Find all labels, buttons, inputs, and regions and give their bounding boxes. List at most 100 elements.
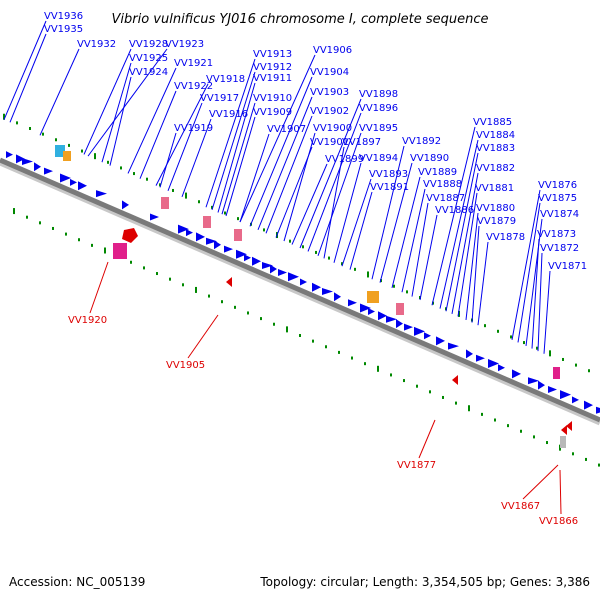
gene-label-reverse: VV1905 <box>166 360 205 371</box>
gene-label-forward: VV1912 <box>253 62 292 73</box>
forward-gene-arrow <box>252 256 261 266</box>
tick-mark <box>442 395 444 399</box>
callout-line <box>457 192 478 317</box>
gene-label-forward: VV1889 <box>418 167 457 178</box>
forward-gene-arrow <box>596 406 600 414</box>
sequence-feature <box>234 229 242 241</box>
forward-gene-arrow <box>96 190 107 198</box>
tick-mark <box>182 283 184 287</box>
callout-line <box>445 152 479 312</box>
tick-mark <box>377 365 379 372</box>
forward-gene-arrow <box>424 332 431 340</box>
callout-line <box>317 132 362 256</box>
callout-line <box>543 270 551 354</box>
tick-mark <box>510 335 512 339</box>
gene-label-forward: VV1879 <box>477 216 516 227</box>
callout-line <box>379 162 413 283</box>
tick-mark <box>146 177 148 181</box>
forward-gene-arrow <box>270 264 277 274</box>
gene-label-forward: VV1890 <box>410 153 449 164</box>
gene-label-forward: VV1887 <box>426 193 465 204</box>
callout-line <box>109 76 132 166</box>
gene-label-forward: VV1917 <box>200 93 239 104</box>
tick-mark <box>133 172 135 176</box>
tick-mark <box>55 138 57 142</box>
gene-label-forward: VV1880 <box>476 203 515 214</box>
tick-mark <box>29 127 31 130</box>
callout-line <box>155 83 209 186</box>
forward-gene-arrow <box>404 323 413 331</box>
forward-gene-arrow <box>224 245 233 253</box>
tick-mark <box>367 271 369 278</box>
callout-line <box>431 126 476 306</box>
tick-mark <box>393 284 395 288</box>
forward-gene-arrow <box>22 158 33 166</box>
gene-label-forward: VV1872 <box>540 243 579 254</box>
forward-gene-arrow <box>572 396 579 404</box>
callout-line <box>418 419 436 459</box>
tick-mark <box>572 452 574 456</box>
gene-label-reverse: VV1866 <box>539 516 578 527</box>
tick-mark <box>315 250 317 254</box>
gene-label-forward: VV1881 <box>475 183 514 194</box>
tick-mark <box>91 243 93 247</box>
forward-gene-arrow <box>512 369 521 379</box>
accession-text: Accession: NC_005139 <box>9 575 145 589</box>
callout-line <box>221 102 256 215</box>
forward-gene-arrow <box>360 303 371 313</box>
callout-line <box>83 48 132 155</box>
gene-label-forward: VV1897 <box>342 137 381 148</box>
callout-line <box>127 67 177 174</box>
forward-gene-arrow <box>584 400 593 410</box>
callout-line <box>411 202 429 297</box>
callout-line <box>299 98 362 249</box>
tick-mark <box>104 247 106 254</box>
forward-gene-arrow <box>70 178 77 186</box>
tick-mark <box>546 441 548 445</box>
gene-label-forward: VV1885 <box>473 117 512 128</box>
tick-mark <box>351 356 353 360</box>
forward-gene-arrow <box>78 181 87 191</box>
forward-gene-arrow <box>528 377 539 385</box>
forward-gene-arrow <box>178 224 189 234</box>
forward-gene-arrow <box>560 390 571 400</box>
tick-mark <box>13 208 15 215</box>
tick-mark <box>273 322 275 326</box>
tick-mark <box>172 188 174 192</box>
callout-line <box>451 172 479 314</box>
tick-mark <box>143 266 145 270</box>
forward-gene-arrow <box>186 229 193 237</box>
tick-mark <box>107 160 109 164</box>
callout-line <box>349 191 373 270</box>
forward-gene-arrow <box>44 167 53 175</box>
callout-line <box>159 132 177 188</box>
tick-mark <box>247 311 249 315</box>
tick-mark <box>588 369 590 373</box>
tick-mark <box>536 346 538 350</box>
callout-line <box>3 20 47 120</box>
tick-mark <box>39 221 41 225</box>
forward-gene-arrow <box>414 326 425 336</box>
tick-mark <box>260 317 262 321</box>
gene-label-forward: VV1900 <box>313 123 352 134</box>
tick-mark <box>159 183 161 187</box>
callout-line <box>139 90 177 179</box>
callout-line <box>531 238 540 349</box>
callout-line <box>559 469 562 515</box>
tick-mark <box>364 362 366 366</box>
gene-label-forward: VV1910 <box>253 93 292 104</box>
tick-mark <box>169 277 171 281</box>
sequence-feature <box>63 151 71 161</box>
callout-line <box>511 189 541 340</box>
forward-gene-arrow <box>348 299 357 307</box>
tick-mark <box>302 245 304 249</box>
forward-gene-arrow <box>488 358 499 368</box>
forward-gene-arrow <box>60 173 71 183</box>
tick-mark <box>429 390 431 394</box>
tick-mark <box>185 192 187 199</box>
tick-mark <box>507 424 509 428</box>
sequence-feature <box>553 367 560 379</box>
gene-label-forward: VV1894 <box>359 153 398 164</box>
forward-gene-arrow <box>206 237 217 245</box>
